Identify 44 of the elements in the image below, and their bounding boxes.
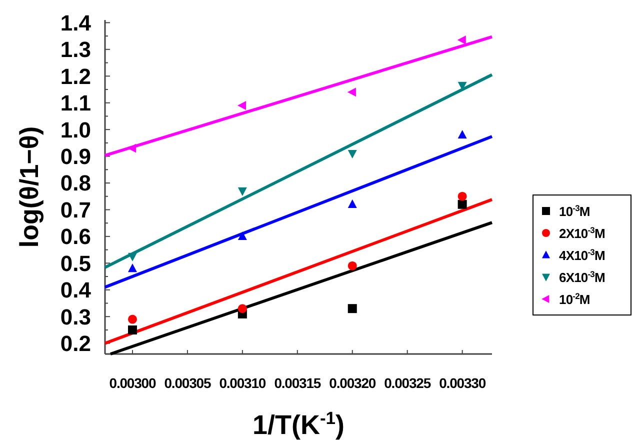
point xyxy=(348,199,357,208)
x-tick-label: 0.00325 xyxy=(384,375,432,391)
legend-label: 6X10$^{-3}$M xyxy=(559,268,605,285)
point xyxy=(128,325,137,334)
point xyxy=(348,150,357,159)
y-tick-label: 1.1 xyxy=(60,90,91,116)
point xyxy=(458,192,467,201)
y-tick-label: 1.4 xyxy=(60,10,92,36)
y-tick-label: 0.6 xyxy=(60,224,91,250)
point xyxy=(457,36,466,45)
point xyxy=(458,130,467,138)
y-tick-label: 0.3 xyxy=(60,304,91,330)
x-tick-label: 0.00315 xyxy=(274,375,322,391)
point xyxy=(238,231,247,240)
x-axis-title: 1/T(K$^{-1}$) xyxy=(252,408,345,440)
x-tick-label: 0.00330 xyxy=(439,375,486,391)
legend-label: 2X10$^{-3}$M xyxy=(559,224,605,241)
y-axis-title: log(θ/1−θ) xyxy=(14,126,44,248)
x-tick-label: 0.00305 xyxy=(164,375,212,391)
legend-label: 10$^{-3}$M xyxy=(559,202,590,219)
y-tick-label: 0.8 xyxy=(60,170,91,196)
point xyxy=(237,101,246,110)
y-tick-label: 0.5 xyxy=(60,250,91,276)
y-tick-label: 0.2 xyxy=(60,331,91,356)
point xyxy=(458,200,467,209)
legend-label: 10$^{-2}$M xyxy=(559,290,590,307)
y-tick-label: 1.2 xyxy=(60,64,91,89)
point xyxy=(238,304,247,314)
point xyxy=(128,252,137,262)
y-tick-label: 0.4 xyxy=(60,278,92,303)
y-tick-label: 1.0 xyxy=(60,117,91,142)
point xyxy=(128,314,137,324)
point xyxy=(348,304,357,314)
legend-label: 4X10$^{-3}$M xyxy=(559,246,605,263)
x-tick-label: 0.00320 xyxy=(329,375,376,391)
x-tick-label: 0.00310 xyxy=(219,375,266,391)
point xyxy=(347,88,356,97)
y-tick-label: 0.9 xyxy=(60,144,91,169)
point xyxy=(238,187,247,196)
y-tick-label: 1.3 xyxy=(60,37,91,62)
point xyxy=(348,261,357,270)
x-tick-label: 0.00300 xyxy=(109,375,156,391)
point xyxy=(128,264,137,272)
y-tick-label: 0.7 xyxy=(60,197,91,222)
